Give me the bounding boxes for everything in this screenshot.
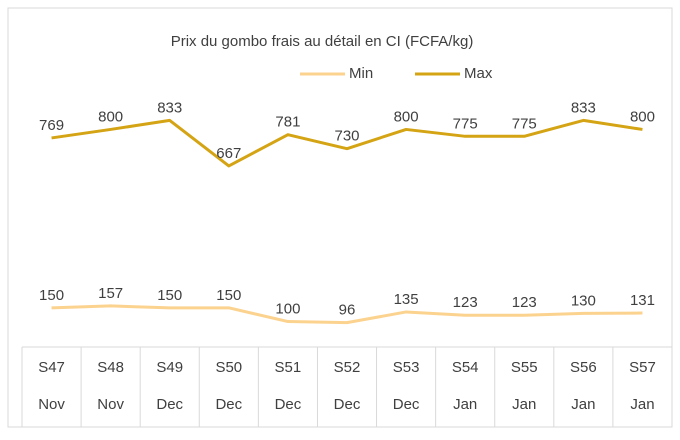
data-label: 800 xyxy=(630,108,655,125)
data-label: 667 xyxy=(216,145,241,162)
data-label: 100 xyxy=(275,301,300,318)
data-label: 800 xyxy=(98,108,123,125)
data-label: 769 xyxy=(39,117,64,134)
x-tick-group-label: Dec xyxy=(393,396,420,413)
x-tick-group-label: Dec xyxy=(275,396,302,413)
series-line xyxy=(51,118,643,168)
x-tick-label: S57 xyxy=(629,359,656,376)
legend-label: Min xyxy=(349,65,373,82)
x-tick-group-label: Jan xyxy=(453,396,477,413)
data-label: 775 xyxy=(453,115,478,132)
data-label: 130 xyxy=(571,292,596,309)
x-tick-label: S55 xyxy=(511,359,538,376)
x-tick-group-label: Dec xyxy=(156,396,183,413)
data-label: 131 xyxy=(630,292,655,309)
data-label: 833 xyxy=(157,99,182,116)
x-tick-label: S49 xyxy=(156,359,183,376)
legend-label: Max xyxy=(464,65,493,82)
data-label: 730 xyxy=(334,128,359,145)
x-tick-label: S51 xyxy=(275,359,302,376)
x-tick-group-label: Nov xyxy=(38,396,65,413)
chart-border xyxy=(7,7,673,428)
x-tick-group-label: Dec xyxy=(334,396,361,413)
data-label: 123 xyxy=(453,294,478,311)
data-label: 123 xyxy=(512,294,537,311)
data-label: 781 xyxy=(275,114,300,131)
x-tick-label: S48 xyxy=(97,359,124,376)
series-line xyxy=(51,304,643,325)
x-tick-group-label: Jan xyxy=(571,396,595,413)
x-tick-group-label: Dec xyxy=(215,396,242,413)
x-tick-label: S56 xyxy=(570,359,597,376)
x-tick-group-label: Jan xyxy=(512,396,536,413)
data-label: 800 xyxy=(394,108,419,125)
data-label: 833 xyxy=(571,99,596,116)
x-tick-label: S50 xyxy=(215,359,242,376)
data-label: 775 xyxy=(512,115,537,132)
x-tick-group-label: Jan xyxy=(630,396,654,413)
x-tick-label: S52 xyxy=(334,359,361,376)
x-tick-label: S53 xyxy=(393,359,420,376)
data-label: 150 xyxy=(216,287,241,304)
data-label: 135 xyxy=(394,291,419,308)
x-tick-group-label: Nov xyxy=(97,396,124,413)
data-label: 150 xyxy=(157,287,182,304)
data-label: 157 xyxy=(98,285,123,302)
data-label: 150 xyxy=(39,287,64,304)
x-tick-label: S54 xyxy=(452,359,479,376)
x-tick-label: S47 xyxy=(38,359,65,376)
data-label: 96 xyxy=(339,302,356,319)
chart-title: Prix du gombo frais au détail en CI (FCF… xyxy=(171,33,474,50)
